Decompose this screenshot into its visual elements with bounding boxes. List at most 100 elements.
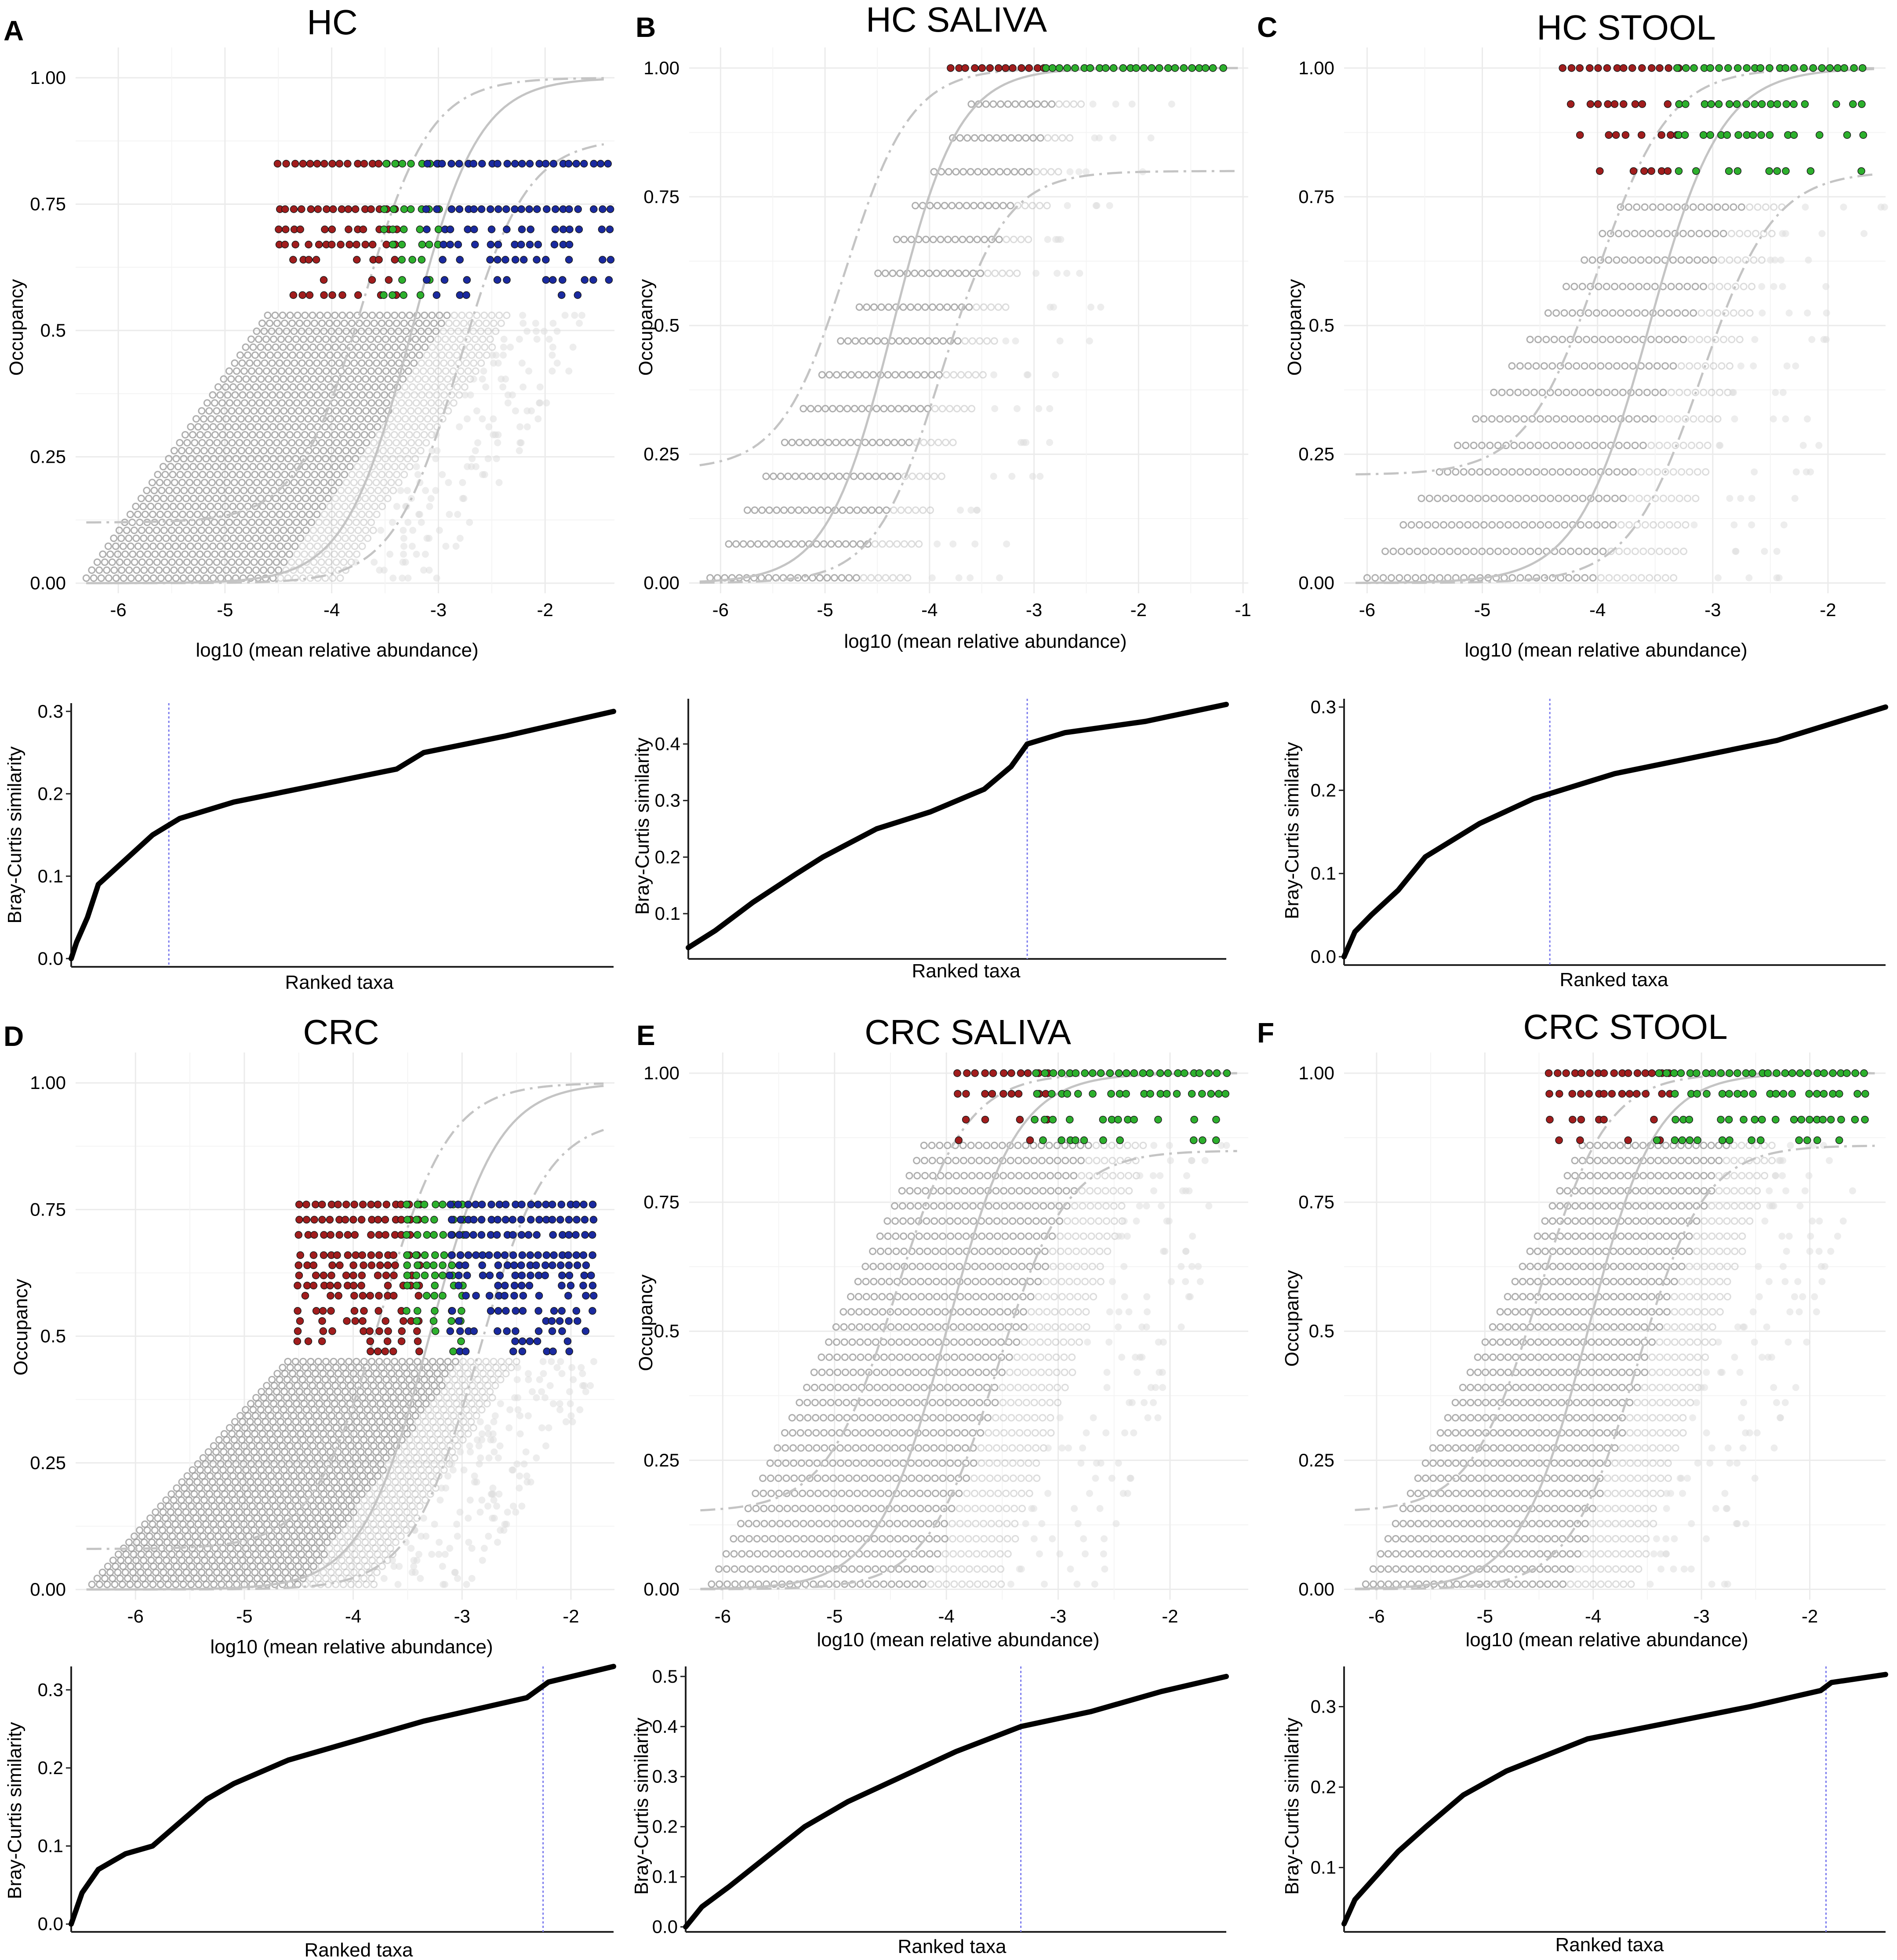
blue-point	[582, 1292, 590, 1300]
neutral-point	[267, 566, 275, 574]
neutral-point	[274, 534, 282, 542]
neutral-point	[281, 502, 289, 510]
neutral-point	[438, 351, 446, 359]
green-point	[1682, 64, 1690, 72]
neutral-point	[231, 391, 239, 399]
blue-point	[542, 256, 550, 264]
neutral-point	[495, 312, 503, 319]
neutral-point-outlier	[1770, 415, 1777, 423]
neutral-point	[247, 423, 254, 431]
neutral-point	[173, 486, 181, 494]
neutral-point	[405, 431, 413, 439]
blue-point	[511, 256, 520, 264]
neutral-point	[142, 542, 149, 550]
blue-point	[596, 160, 605, 168]
green-point	[1790, 64, 1798, 72]
red-point	[344, 1231, 352, 1239]
blue-point	[565, 160, 573, 168]
neutral-point	[355, 319, 363, 327]
blue-point	[599, 205, 607, 213]
neutral-point	[167, 494, 175, 502]
neutral-point	[291, 542, 299, 550]
blue-point	[525, 205, 533, 213]
green-point	[423, 1231, 431, 1239]
neutral-point	[400, 471, 408, 479]
neutral-point	[227, 526, 235, 534]
neutral-point-outlier	[466, 1442, 473, 1450]
neutral-point	[235, 526, 243, 534]
neutral-point	[181, 550, 189, 558]
neutral-point	[152, 494, 160, 502]
blue-point	[469, 1231, 477, 1239]
green-point	[403, 1307, 411, 1315]
neutral-point-outlier	[454, 1575, 462, 1582]
blue-point	[559, 225, 567, 233]
green-point	[403, 1201, 411, 1209]
neutral-point	[252, 415, 260, 423]
red-point	[391, 1261, 399, 1269]
green-point	[1857, 167, 1865, 175]
neutral-point	[281, 351, 289, 359]
neutral-point	[263, 431, 271, 439]
neutral-point	[253, 327, 261, 335]
neutral-point	[183, 558, 191, 566]
neutral-point	[335, 327, 343, 335]
neutral-point-outlier	[996, 574, 1003, 581]
neutral-point	[243, 471, 251, 479]
blue-point	[493, 276, 502, 284]
neutral-point	[327, 447, 335, 455]
neutral-point-outlier	[505, 1424, 513, 1431]
red-point	[312, 1201, 320, 1209]
neutral-point	[239, 574, 247, 582]
neutral-point	[270, 519, 278, 526]
neutral-point-outlier	[469, 455, 476, 462]
neutral-point	[182, 526, 190, 534]
blue-point	[455, 1231, 463, 1239]
neutral-point-outlier	[1779, 230, 1786, 237]
neutral-point	[473, 343, 481, 351]
neutral-point	[414, 375, 422, 383]
blue-point	[533, 1231, 541, 1239]
neutral-point	[358, 391, 366, 399]
neutral-point	[306, 391, 314, 399]
red-point	[334, 1201, 342, 1209]
neutral-point	[328, 359, 336, 367]
neutral-point-outlier	[517, 439, 525, 446]
blue-point	[517, 1216, 525, 1224]
neutral-point	[329, 455, 337, 463]
neutral-point-outlier	[1032, 269, 1040, 277]
neutral-point-outlier	[422, 551, 429, 558]
neutral-point	[298, 327, 305, 335]
neutral-point	[190, 558, 198, 566]
neutral-point	[354, 375, 362, 383]
neutral-point	[248, 431, 256, 439]
neutral-point	[345, 486, 353, 494]
neutral-point	[196, 550, 204, 558]
occupancy-plot-e: 0.000.250.50.751.00-6 -5 -4 -3 -2	[643, 1053, 1248, 1626]
neutral-point	[259, 415, 267, 423]
red-point	[374, 1216, 382, 1224]
neutral-point-outlier	[1054, 269, 1061, 277]
neutral-point	[403, 391, 411, 399]
neutral-point	[230, 479, 238, 486]
neutral-point-outlier	[516, 1485, 523, 1492]
red-point	[299, 160, 307, 168]
neutral-point	[268, 479, 276, 486]
neutral-point-outlier	[492, 352, 500, 359]
blue-point	[470, 1327, 478, 1335]
green-point	[408, 256, 416, 264]
neutral-point	[349, 415, 357, 423]
green-point	[412, 1251, 420, 1259]
neutral-point	[217, 455, 225, 463]
neutral-point	[351, 423, 359, 431]
blue-point	[485, 1251, 493, 1259]
red-point	[359, 225, 367, 233]
neutral-point	[290, 327, 298, 335]
neutral-point	[311, 383, 319, 391]
neutral-point	[254, 455, 262, 463]
neutral-point	[306, 542, 314, 550]
neutral-point	[382, 399, 390, 407]
green-point	[1858, 64, 1867, 72]
neutral-point	[172, 455, 180, 463]
neutral-point	[265, 407, 273, 415]
